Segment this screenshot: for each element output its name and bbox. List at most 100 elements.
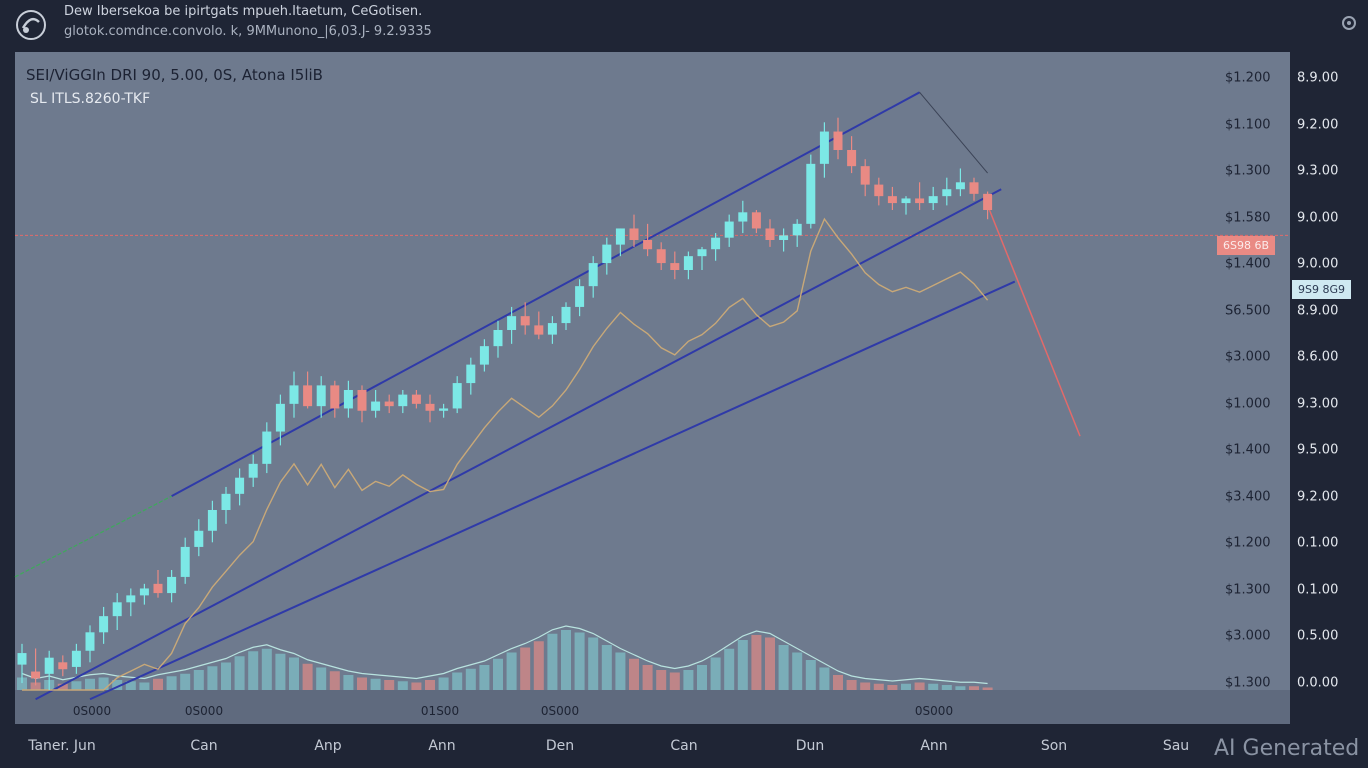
settings-gear-icon[interactable] — [1338, 12, 1360, 34]
candle-body — [792, 223, 802, 236]
candle-body — [711, 237, 721, 250]
candle-body — [683, 256, 693, 270]
projection-line — [986, 205, 1081, 437]
candle-body — [316, 385, 326, 407]
volume-bar — [85, 678, 95, 690]
candle-body — [860, 166, 870, 185]
volume-average-line — [21, 625, 988, 685]
ai-watermark: AI Generated — [1214, 736, 1360, 761]
candle-body — [452, 383, 462, 409]
volume-bar — [234, 656, 245, 690]
candle-body — [17, 653, 27, 665]
volume-bar — [873, 683, 884, 690]
candle-body — [819, 131, 829, 164]
volume-bar — [329, 671, 340, 690]
time-tick-label: Can — [670, 738, 698, 754]
volume-bar — [275, 653, 286, 690]
volume-bar — [57, 683, 68, 690]
volume-tick-label: 0S000 — [914, 704, 954, 718]
volume-bar — [193, 670, 204, 690]
volume-tick-label: 0S000 — [184, 704, 224, 718]
price-tick-label-right: 9.5.00 — [1297, 442, 1339, 458]
volume-bar — [261, 648, 272, 690]
volume-bar — [765, 637, 775, 690]
price-tick-label: $1.200 — [1225, 535, 1271, 551]
volume-bar — [180, 673, 191, 690]
price-tick-label: $1.000 — [1225, 396, 1271, 411]
candle-body — [588, 263, 598, 287]
volume-layer — [17, 625, 993, 690]
channel-line-3 — [89, 280, 1016, 701]
volume-bar — [221, 662, 231, 690]
price-tick-label-right: 8.9.00 — [1297, 70, 1339, 86]
extension-line — [14, 495, 172, 578]
candle-body — [765, 228, 775, 240]
volume-bar — [683, 670, 694, 690]
volume-bar — [642, 665, 653, 690]
candle-body — [58, 662, 68, 670]
candle-body — [343, 390, 353, 409]
volume-bar — [397, 681, 408, 690]
candle-body — [357, 390, 367, 411]
volume-bar — [656, 670, 667, 690]
time-tick-label: Sau — [1162, 738, 1190, 754]
volume-bar — [588, 637, 599, 690]
candle-body — [955, 182, 965, 190]
price-tick-label-right: 9.0.00 — [1297, 256, 1339, 272]
time-tick-label: Ann — [428, 738, 456, 754]
price-tick-label-right: 0.5.00 — [1297, 628, 1339, 644]
candle-body — [194, 530, 204, 547]
volume-bar — [71, 681, 82, 690]
price-tick-label: $1.400 — [1225, 442, 1271, 458]
candle-body — [479, 346, 489, 365]
candle-body — [207, 510, 217, 531]
candle-body — [303, 385, 313, 407]
candle-body — [466, 364, 476, 384]
price-tick-label-right: 9.3.00 — [1297, 396, 1339, 411]
volume-bar — [697, 665, 707, 690]
candle-body — [71, 650, 81, 667]
logo-icon — [16, 10, 46, 40]
current-price-tag: 6S98 6B — [1217, 236, 1276, 255]
volume-strip — [15, 690, 1290, 724]
candle-body — [262, 431, 272, 464]
indicator-label: SL ITLS.8260-TKF — [30, 91, 151, 107]
candle-body — [439, 408, 449, 411]
candle-body — [534, 325, 544, 335]
time-tick-label: Anp — [314, 738, 342, 754]
candle-body — [99, 616, 109, 633]
candle-body — [275, 403, 285, 432]
volume-bar — [425, 680, 435, 690]
candle-body — [547, 323, 557, 335]
price-tick-label-right: 9.2.00 — [1297, 117, 1339, 132]
price-tick-label: S6.500 — [1225, 303, 1271, 318]
candle-body — [221, 493, 231, 510]
price-tick-label: $1.300 — [1225, 163, 1271, 179]
volume-bar — [166, 676, 177, 690]
candle-body — [751, 212, 761, 229]
price-tick-label-right: 0.1.00 — [1297, 582, 1339, 597]
volume-bar — [384, 680, 395, 690]
candle-body — [235, 477, 245, 494]
candle-body — [575, 286, 585, 307]
volume-bar — [289, 657, 299, 690]
volume-tick-label: 0S000 — [540, 704, 580, 718]
volume-bar — [710, 657, 721, 690]
volume-bar — [737, 640, 748, 690]
price-tick-label: $1.300 — [1225, 582, 1271, 597]
volume-bar — [370, 678, 381, 690]
volume-bar — [248, 651, 259, 690]
candle-body — [139, 588, 149, 596]
candle-body — [670, 263, 680, 270]
candle-body — [738, 212, 748, 222]
volume-bar — [452, 672, 463, 690]
volume-bar — [547, 633, 558, 690]
candle-body — [901, 198, 911, 204]
page-title: Dew Ibersekoa be ipirtgats mpueh.Itaetum… — [64, 4, 423, 19]
price-tick-label-right: 9.3.00 — [1297, 163, 1339, 179]
volume-bar — [833, 675, 843, 690]
price-tick-label: $3.000 — [1225, 349, 1271, 365]
price-tick-label: $3.000 — [1225, 628, 1271, 644]
volume-bar — [901, 683, 911, 690]
